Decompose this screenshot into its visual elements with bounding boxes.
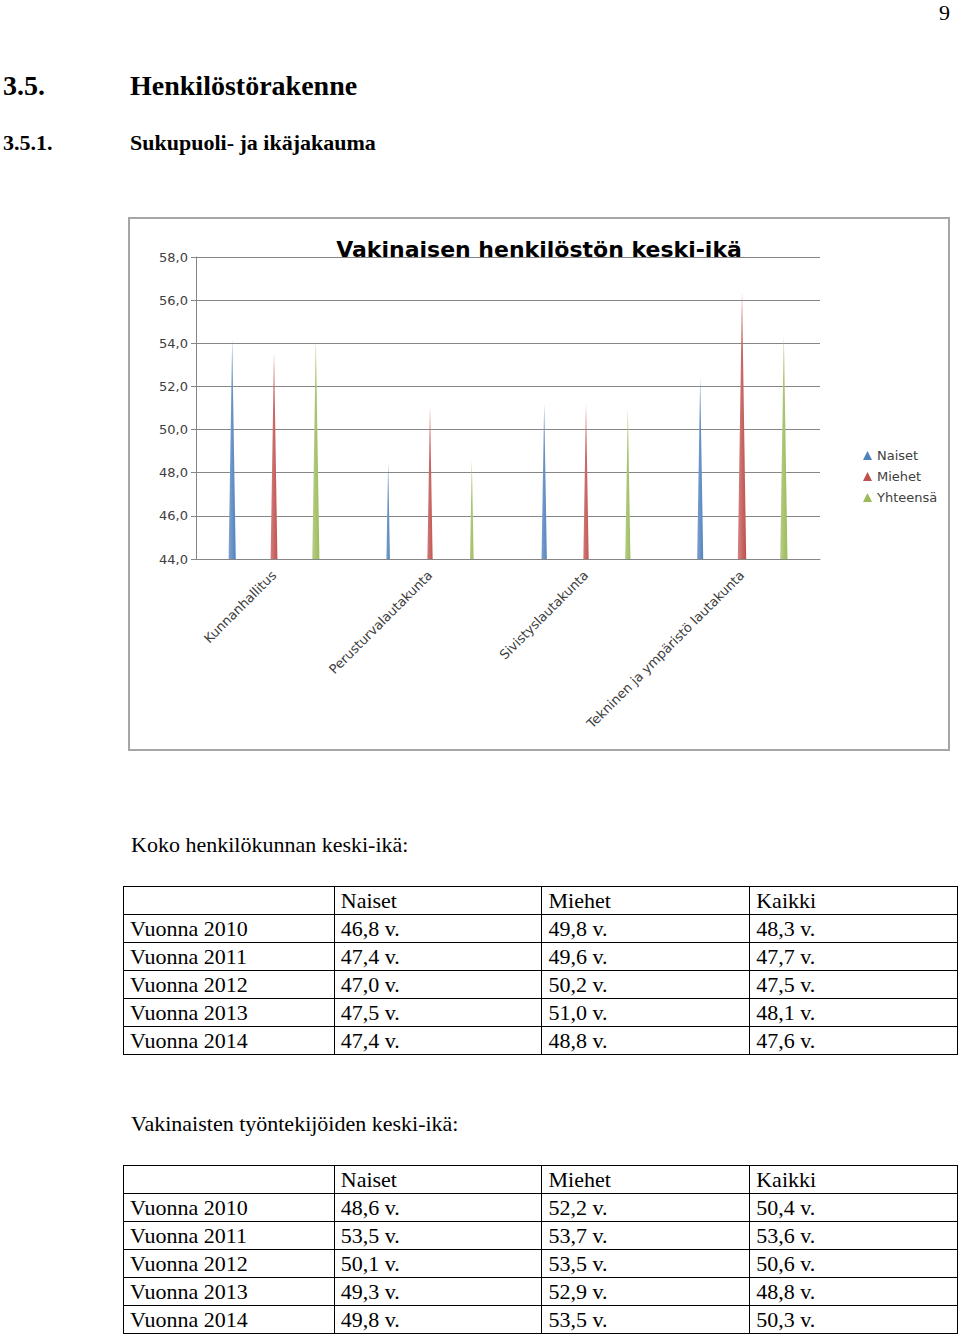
- html-text:48,3 v.: 48,3 v.: [756, 916, 816, 941]
- svg-text:58,0: 58,0: [159, 250, 188, 265]
- svg-text:Naiset: Naiset: [877, 448, 918, 463]
- html-text:52,2 v.: 52,2 v.: [548, 1195, 608, 1220]
- svg-text:56,0: 56,0: [159, 293, 188, 308]
- html-text:53,5 v.: 53,5 v.: [548, 1251, 608, 1276]
- html-text:53,5 v.: 53,5 v.: [548, 1307, 608, 1332]
- svg-text:48,0: 48,0: [159, 465, 188, 480]
- html-text:Sukupuoli- ja ikäjakauma: Sukupuoli- ja ikäjakauma: [130, 130, 376, 155]
- html-text:48,8 v.: 48,8 v.: [548, 1028, 608, 1053]
- svg-text:Vakinaisen henkilöstön keski-i: Vakinaisen henkilöstön keski-ikä: [336, 237, 742, 262]
- html-text:Koko henkilökunnan keski-ikä:: Koko henkilökunnan keski-ikä:: [131, 832, 409, 857]
- svg-text:52,0: 52,0: [159, 379, 188, 394]
- html-text:50,3 v.: 50,3 v.: [756, 1307, 816, 1332]
- html-text:3.5.: 3.5.: [3, 70, 45, 101]
- html-text:49,8 v.: 49,8 v.: [340, 1307, 400, 1332]
- html-text:47,0 v.: 47,0 v.: [340, 972, 400, 997]
- svg-text:50,0: 50,0: [159, 422, 188, 437]
- html-text:Vuonna 2012: Vuonna 2012: [130, 1251, 248, 1276]
- html-text:50,1 v.: 50,1 v.: [340, 1251, 400, 1276]
- html-text:Kaikki: Kaikki: [756, 1167, 817, 1192]
- html-text:48,6 v.: 48,6 v.: [340, 1195, 400, 1220]
- html-text:Vuonna 2010: Vuonna 2010: [130, 1195, 248, 1220]
- svg-text:Sivistyslautakunta: Sivistyslautakunta: [497, 568, 592, 663]
- html-text:50,2 v.: 50,2 v.: [548, 972, 608, 997]
- html-text:Miehet: Miehet: [548, 888, 611, 913]
- html-text:3.5.1.: 3.5.1.: [3, 130, 53, 155]
- html-text:Kaikki: Kaikki: [756, 888, 817, 913]
- html-text:50,6 v.: 50,6 v.: [756, 1251, 816, 1276]
- html-text:49,3 v.: 49,3 v.: [340, 1279, 400, 1304]
- html-text:46,8 v.: 46,8 v.: [340, 916, 400, 941]
- html-text:Vuonna 2010: Vuonna 2010: [130, 916, 248, 941]
- html-text:52,9 v.: 52,9 v.: [548, 1279, 608, 1304]
- svg-text:44,0: 44,0: [159, 552, 188, 567]
- html-text:9: 9: [939, 0, 950, 25]
- svg-text:Miehet: Miehet: [877, 469, 921, 484]
- html-text:Henkilöstörakenne: Henkilöstörakenne: [130, 70, 358, 101]
- html-text:50,4 v.: 50,4 v.: [756, 1195, 816, 1220]
- html-text:47,4 v.: 47,4 v.: [340, 944, 400, 969]
- svg-text:Tekninen ja ympäristö lautakun: Tekninen ja ympäristö lautakunta: [583, 568, 747, 732]
- html-text:53,5 v.: 53,5 v.: [340, 1223, 400, 1248]
- html-text:47,7 v.: 47,7 v.: [756, 944, 816, 969]
- html-text:Vuonna 2013: Vuonna 2013: [130, 1000, 248, 1025]
- html-text:48,1 v.: 48,1 v.: [756, 1000, 816, 1025]
- svg-text:54,0: 54,0: [159, 336, 188, 351]
- html-text:Naiset: Naiset: [340, 1167, 397, 1192]
- html-text:51,0 v.: 51,0 v.: [548, 1000, 608, 1025]
- html-text:Miehet: Miehet: [548, 1167, 611, 1192]
- html-text:47,5 v.: 47,5 v.: [756, 972, 816, 997]
- html-text:47,6 v.: 47,6 v.: [756, 1028, 816, 1053]
- html-text:Vuonna 2011: Vuonna 2011: [130, 944, 247, 969]
- svg-text:Kunnanhallitus: Kunnanhallitus: [201, 568, 280, 647]
- html-text:Vuonna 2012: Vuonna 2012: [130, 972, 248, 997]
- html-text:53,7 v.: 53,7 v.: [548, 1223, 608, 1248]
- html-text:47,4 v.: 47,4 v.: [340, 1028, 400, 1053]
- html-text:53,6 v.: 53,6 v.: [756, 1223, 816, 1248]
- html-text:48,8 v.: 48,8 v.: [756, 1279, 816, 1304]
- html-text:49,6 v.: 49,6 v.: [548, 944, 608, 969]
- html-text:Vuonna 2014: Vuonna 2014: [130, 1307, 248, 1332]
- html-text:Vuonna 2011: Vuonna 2011: [130, 1223, 247, 1248]
- svg-text:Perusturvalautakunta: Perusturvalautakunta: [326, 568, 435, 677]
- html-text:Vuonna 2014: Vuonna 2014: [130, 1028, 248, 1053]
- svg-text:Yhteensä: Yhteensä: [876, 490, 937, 505]
- html-text:49,8 v.: 49,8 v.: [548, 916, 608, 941]
- html-text:Naiset: Naiset: [340, 888, 397, 913]
- svg-text:46,0: 46,0: [159, 508, 188, 523]
- html-text:Vuonna 2013: Vuonna 2013: [130, 1279, 248, 1304]
- html-text:Vakinaisten työntekijöiden kes: Vakinaisten työntekijöiden keski-ikä:: [131, 1111, 459, 1136]
- html-text:47,5 v.: 47,5 v.: [340, 1000, 400, 1025]
